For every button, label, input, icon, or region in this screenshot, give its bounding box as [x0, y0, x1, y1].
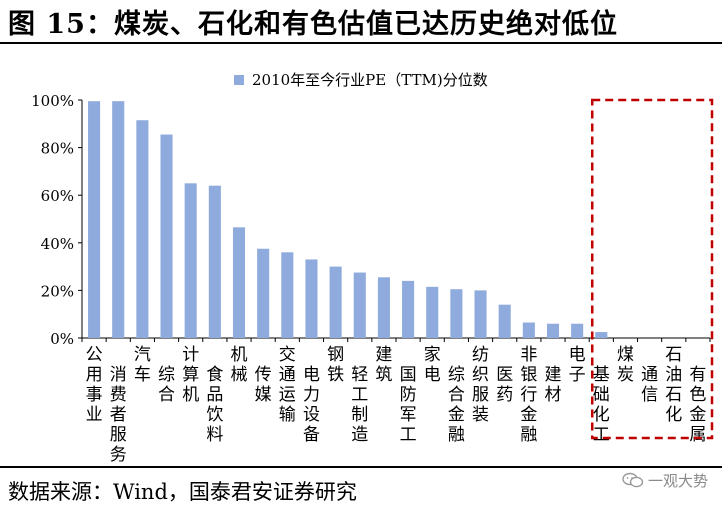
x-tick-label: 轻工制造: [351, 365, 368, 445]
x-tick-label: 汽车: [134, 345, 151, 385]
bar: [257, 248, 270, 338]
x-tick-label: 煤炭: [617, 345, 634, 385]
watermark: 一观大势: [622, 468, 708, 492]
x-tick-label: 家电: [424, 345, 441, 385]
bar: [305, 259, 318, 338]
x-tick-label: 食品饮料: [206, 365, 223, 445]
x-tick-label: 传媒: [255, 365, 272, 405]
y-tick-label: 0%: [50, 330, 74, 348]
x-tick-label: 医药: [496, 365, 513, 405]
x-tick-label: 电子: [569, 345, 586, 385]
x-tick-label: 基础化工: [593, 365, 610, 445]
x-tick-label: 综合: [158, 365, 175, 405]
bar: [498, 304, 511, 338]
bar: [329, 266, 342, 338]
bar: [184, 183, 197, 338]
watermark-text: 一观大势: [647, 471, 708, 490]
x-tick-label: 电力设备: [303, 365, 320, 445]
x-tick-label: 纺织服装: [472, 345, 489, 425]
footer-rule: [0, 466, 722, 468]
source-note: 数据来源：Wind，国泰君安证券研究: [8, 480, 357, 504]
x-tick-label: 国防军工: [400, 365, 417, 445]
wechat-icon: [622, 472, 644, 488]
y-tick-label: 40%: [41, 235, 74, 253]
y-tick-label: 100%: [31, 92, 74, 110]
y-tick-label: 80%: [41, 140, 74, 158]
x-tick-label: 消费者服务: [110, 365, 127, 465]
bar: [595, 332, 608, 338]
x-tick-label: 机械: [231, 345, 248, 385]
bar: [402, 280, 415, 338]
x-tick-label: 综合金融: [448, 365, 465, 445]
x-tick-label: 建材: [545, 365, 562, 405]
x-tick-label: 通信: [641, 365, 658, 405]
title-bar: 图 15：煤炭、石化和有色估值已达历史绝对低位: [0, 0, 722, 44]
bar: [522, 322, 535, 338]
x-tick-label: 钢铁: [327, 345, 344, 385]
bar: [88, 101, 101, 338]
bar: [208, 185, 221, 338]
x-tick-label: 有色金属: [689, 365, 706, 445]
highlight-box: [590, 98, 714, 440]
x-tick-label: 石油石化: [665, 345, 682, 425]
bar: [136, 120, 149, 338]
x-tick-label: 公用事业: [86, 345, 103, 425]
x-tick-label: 交通运输: [279, 345, 296, 425]
x-tick-label: 建筑: [375, 345, 392, 385]
bar: [474, 290, 487, 338]
y-tick-label: 60%: [41, 187, 74, 205]
bar: [571, 323, 584, 338]
bar: [546, 323, 560, 338]
bar: [450, 289, 463, 338]
bar: [377, 277, 390, 338]
title-rule: [0, 42, 722, 44]
legend-swatch: [234, 75, 244, 85]
bar: [353, 272, 366, 338]
bar: [232, 227, 246, 338]
figure-title: 图 15：煤炭、石化和有色估值已达历史绝对低位: [8, 9, 618, 40]
x-tick-label: 计算机: [182, 345, 199, 405]
bar: [112, 101, 125, 338]
bar: [426, 286, 439, 338]
legend-label: 2010年至今行业PE（TTM)分位数: [252, 71, 488, 89]
bar: [281, 252, 294, 338]
bar: [160, 134, 173, 338]
y-tick-label: 20%: [41, 282, 74, 300]
x-tick-label: 非银行金融: [520, 345, 537, 445]
